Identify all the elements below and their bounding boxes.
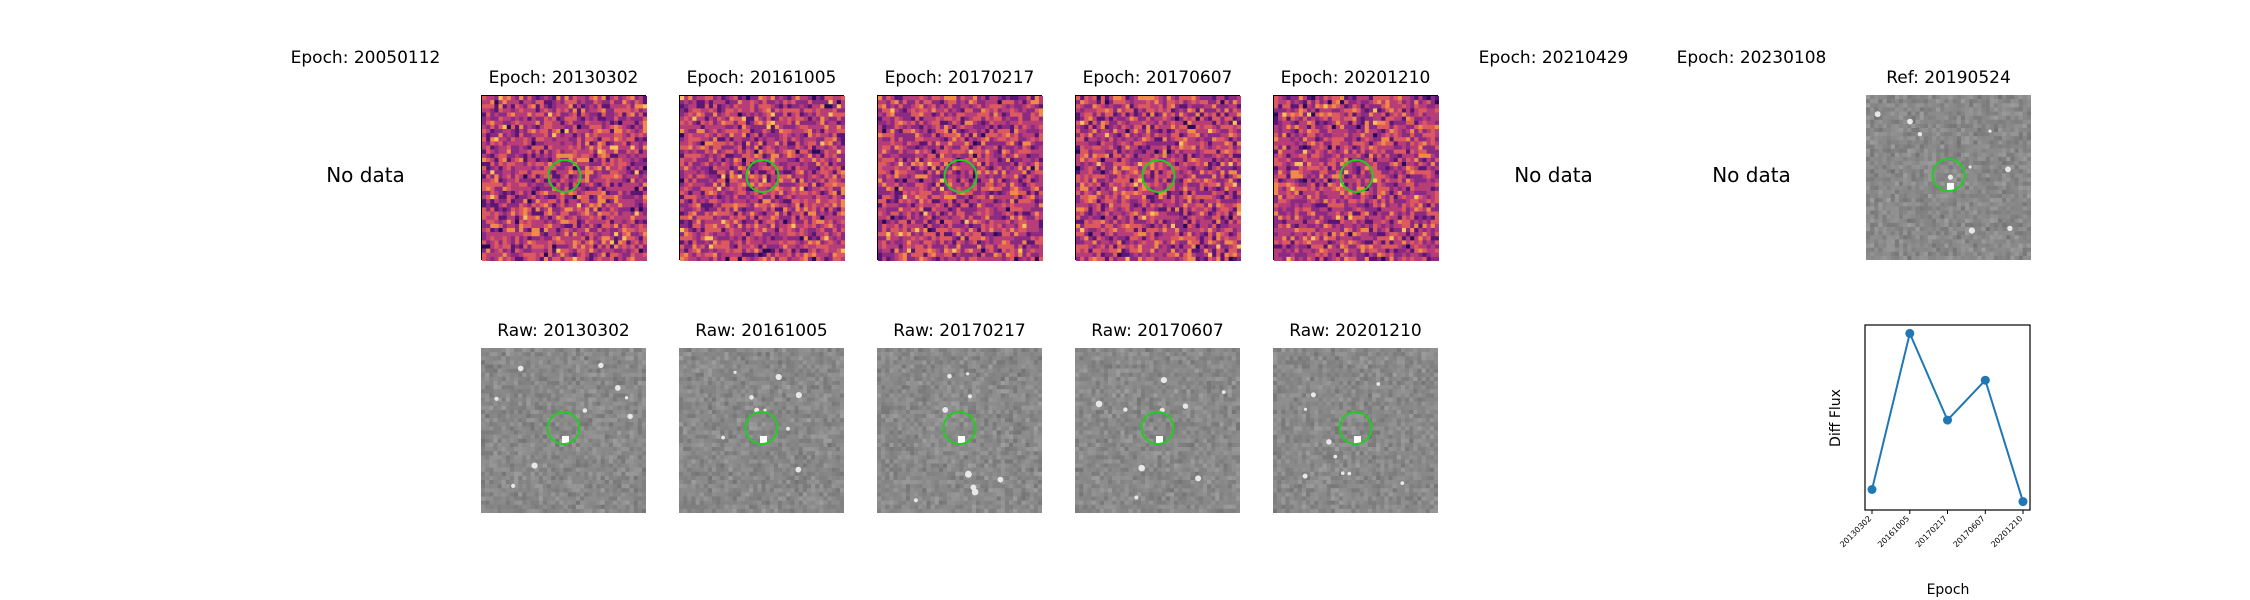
target-circle [546,411,581,445]
no-data-label-e1: No data [326,163,405,187]
image-panel-r2 [481,348,646,513]
image-panel-e6 [1273,95,1439,261]
target-circle [1141,159,1176,193]
target-circle [744,411,779,445]
x-tick-label-20130302: 20130302 [1838,514,1873,549]
target-circle [547,159,582,193]
image-panel-e2 [481,95,647,261]
panel-title-r4: Raw: 20170217 [893,321,1026,341]
data-point-20170607 [1980,375,1990,385]
data-point-20170217 [1943,415,1952,425]
panel-title-r5: Raw: 20170607 [1091,321,1224,341]
panel-title-e1: Epoch: 20050112 [290,48,441,68]
panel-title-e5: Epoch: 20170607 [1082,68,1233,88]
panel-title-e3: Epoch: 20161005 [686,68,837,88]
panel-title-r2: Raw: 20130302 [497,321,630,341]
data-point-20161005 [1905,328,1915,338]
panel-title-r3: Raw: 20161005 [695,321,828,341]
image-panel-r3 [679,348,844,513]
target-circle [1338,411,1373,445]
x-tick-label-20201210: 20201210 [1989,514,2024,549]
target-circle [1140,411,1175,445]
x-axis-label: Epoch [1927,582,1970,598]
target-circle [943,159,978,193]
data-point-20201210 [2018,497,2028,507]
target-circle [745,159,780,193]
panel-title-e7: Epoch: 20210429 [1478,48,1629,68]
target-circle [942,411,977,445]
image-panel-r5 [1075,348,1240,513]
y-axis-label: Diff Flux [1828,389,1844,447]
data-point-20130302 [1867,485,1877,494]
panel-title-r6: Raw: 20201210 [1289,321,1422,341]
x-tick-label-20170607: 20170607 [1952,514,1987,549]
x-tick-label-20170217: 20170217 [1914,514,1949,549]
no-data-label-e8: No data [1712,163,1791,187]
x-tick-label-20161005: 20161005 [1876,514,1911,549]
panel-title-ref: Ref: 20190524 [1886,68,2011,88]
panel-title-e2: Epoch: 20130302 [488,68,639,88]
image-panel-r4 [877,348,1042,513]
target-circle [1339,159,1374,193]
target-circle [1931,158,1966,192]
image-panel-e5 [1075,95,1241,261]
image-panel-r6 [1273,348,1438,513]
image-panel-e4 [877,95,1043,261]
no-data-label-e7: No data [1514,163,1593,187]
panel-title-e6: Epoch: 20201210 [1280,68,1431,88]
image-panel-e3 [679,95,845,261]
panel-title-e8: Epoch: 20230108 [1676,48,1827,68]
lightcurve-plot: 20130302 20161005 20170217 20170607 20201210… [1828,324,2031,598]
image-panel-ref [1866,95,2031,260]
panel-title-e4: Epoch: 20170217 [884,68,1035,88]
